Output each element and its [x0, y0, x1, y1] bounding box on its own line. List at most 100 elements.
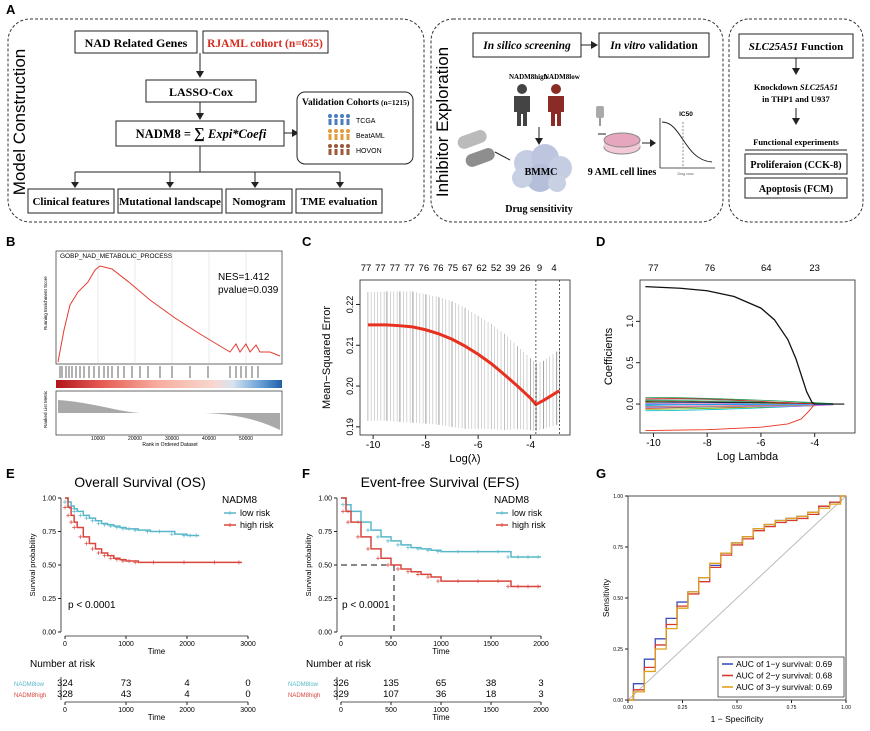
- apop-box: [744, 177, 848, 199]
- prolif-box: [744, 153, 848, 175]
- x-axis-label: Time: [148, 647, 166, 656]
- nadm-high-label: NADM8high: [509, 73, 548, 81]
- nadm8-formula: NADM8 = ∑ Expi*Coefi: [136, 126, 267, 142]
- y-axis-label: Survival probability: [28, 533, 37, 596]
- function-box: SLC25A51 Function Knockdown SLC25A51 in …: [728, 18, 864, 223]
- censor-mark: [476, 549, 480, 554]
- chart-title: Overall Survival (OS): [74, 474, 205, 490]
- patient-high-icon: [514, 84, 530, 126]
- model-construction-box: Model Construction NAD Related Genes RJA…: [7, 18, 425, 223]
- os-km-chart: Overall Survival (OS) 0.00 0.25 0.50 0.75 1.0…: [14, 474, 274, 722]
- risk-x-tick-label: 1500: [483, 707, 499, 714]
- output-nomogram-box: [225, 188, 293, 214]
- km-curve-high: [65, 497, 242, 564]
- output-clinical: Clinical features: [32, 196, 110, 208]
- censor-mark: [121, 558, 125, 563]
- x-tick-label: 2000: [179, 641, 195, 648]
- censor-mark: [69, 520, 74, 525]
- prolif-label: Proliferaion (CCK-8): [750, 160, 841, 171]
- petri-dish-icon: [603, 132, 641, 155]
- x-tick-label: 2000: [533, 641, 549, 648]
- coef-path: [645, 398, 834, 405]
- censor-mark: [127, 526, 132, 531]
- functional-experiments-label: Functional experiments: [753, 137, 839, 147]
- censor-mark: [436, 579, 440, 584]
- x-tick-label: -6: [474, 440, 483, 451]
- output-nomogram: Nomogram: [232, 196, 285, 208]
- risk-cell: 18: [486, 689, 497, 700]
- censor-mark: [66, 513, 71, 518]
- risk-cell: 135: [383, 678, 399, 689]
- censor-mark: [96, 550, 101, 555]
- validation-box: [296, 91, 414, 165]
- gsea-xtick-1: 10000: [91, 436, 105, 442]
- risk-cell: 0: [245, 678, 250, 689]
- nad-genes-box: [74, 30, 198, 54]
- plot-frame: [359, 279, 571, 436]
- gsea-xtick-4: 40000: [202, 436, 216, 442]
- gsea-nes: NES=1.412: [218, 272, 270, 283]
- top-count-label: 77: [361, 263, 372, 274]
- y-tick-label: 0.00: [42, 630, 56, 637]
- y-tick-label: 1.00: [318, 496, 332, 503]
- censor-mark: [151, 560, 156, 565]
- top-count-label: 23: [809, 263, 820, 274]
- legend-label: AUC of 3−y survival: 0.69: [736, 682, 832, 692]
- panel-letter-e: E: [6, 466, 15, 481]
- gsea-xtick-5: 50000: [239, 436, 253, 442]
- y-tick-label: 0.50: [613, 596, 623, 602]
- risk-cell: 329: [333, 689, 349, 700]
- censor-mark: [169, 532, 174, 537]
- risk-cell: 326: [333, 678, 349, 689]
- censor-mark: [436, 549, 440, 554]
- diagonal-reference: [627, 495, 847, 701]
- pill-icon: [457, 130, 495, 167]
- gsea-pvalue: pvalue=0.039: [218, 285, 279, 296]
- censor-mark: [236, 560, 241, 565]
- censor-mark: [506, 584, 510, 589]
- censor-mark: [72, 525, 77, 530]
- censor-mark: [63, 500, 68, 505]
- top-count-label: 76: [433, 263, 444, 274]
- censor-mark: [78, 534, 83, 539]
- censor-mark: [356, 534, 360, 539]
- censor-mark: [366, 528, 370, 533]
- panel-letter-d: D: [596, 234, 605, 249]
- censor-mark: [133, 528, 138, 533]
- x-tick-label: 1.00: [841, 705, 851, 711]
- legend-swatch-mark: [228, 511, 232, 515]
- legend-swatch-mark: [228, 523, 232, 527]
- legend-title: NADM8: [494, 495, 529, 506]
- risk-x-tick-label: 2000: [179, 707, 195, 714]
- risk-cell: 38: [486, 678, 497, 689]
- x-tick-label: -4: [526, 440, 535, 451]
- censor-mark: [108, 524, 113, 529]
- x-tick-label: 0.75: [787, 705, 797, 711]
- censor-mark: [366, 546, 370, 551]
- legend-label: AUC of 1−y survival: 0.69: [736, 659, 832, 669]
- coef-path: [645, 402, 834, 406]
- y-tick-label: 0.75: [318, 529, 332, 536]
- top-count-label: 52: [491, 263, 502, 274]
- x-tick-label: 1500: [483, 641, 499, 648]
- censor-mark: [516, 584, 520, 589]
- km-curve-low: [65, 497, 200, 537]
- validation-beataml: BeatAML: [356, 133, 385, 140]
- x-axis-label: Log(λ): [449, 453, 480, 465]
- top-count-label: 76: [419, 263, 430, 274]
- censor-mark: [145, 529, 150, 534]
- x-tick-label: 0.50: [732, 705, 742, 711]
- risk-row-label: NADM8low: [14, 682, 45, 688]
- knockdown-line1: Knockdown SLC25A51: [754, 82, 838, 92]
- x-tick-label: 500: [385, 641, 397, 648]
- risk-x-tick-label: 3000: [240, 707, 256, 714]
- censor-mark: [102, 553, 107, 558]
- censor-mark: [516, 554, 520, 559]
- drug-sensitivity-label: Drug sensitivity: [505, 204, 573, 215]
- x-tick-label: 0: [339, 641, 343, 648]
- censor-mark: [536, 554, 540, 559]
- function-title: SLC25A51 Function: [749, 41, 843, 53]
- censor-mark: [386, 538, 390, 543]
- x-tick-label: -8: [421, 440, 430, 451]
- apop-label: Apoptosis (FCM): [759, 184, 833, 195]
